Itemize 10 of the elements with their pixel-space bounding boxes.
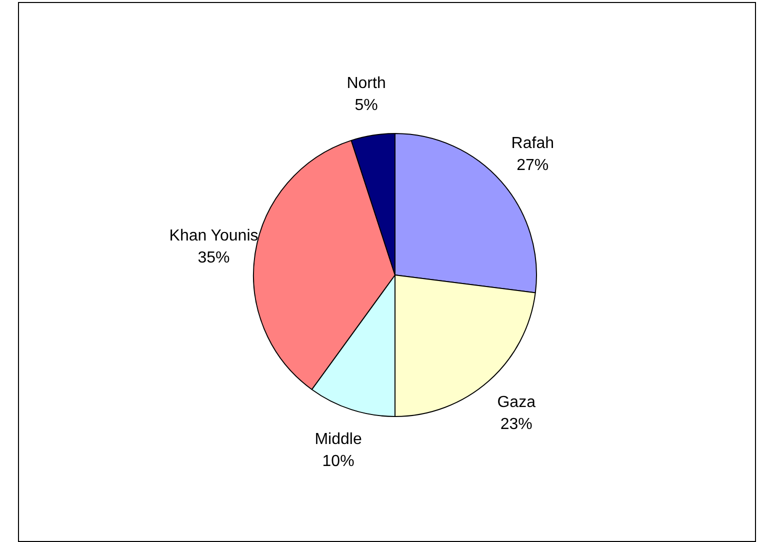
data-label: 23%	[500, 416, 532, 434]
slice-label: North	[346, 75, 386, 92]
slice-label: Rafah	[511, 135, 554, 152]
slice-label: Middle	[314, 430, 362, 448]
data-label: 35%	[198, 250, 230, 267]
data-label: 10%	[322, 452, 354, 470]
slice-label: Khan Younis	[169, 228, 258, 245]
data-label: 5%	[354, 97, 378, 114]
data-label: 27%	[516, 157, 549, 174]
slice-label: Gaza	[497, 394, 536, 412]
